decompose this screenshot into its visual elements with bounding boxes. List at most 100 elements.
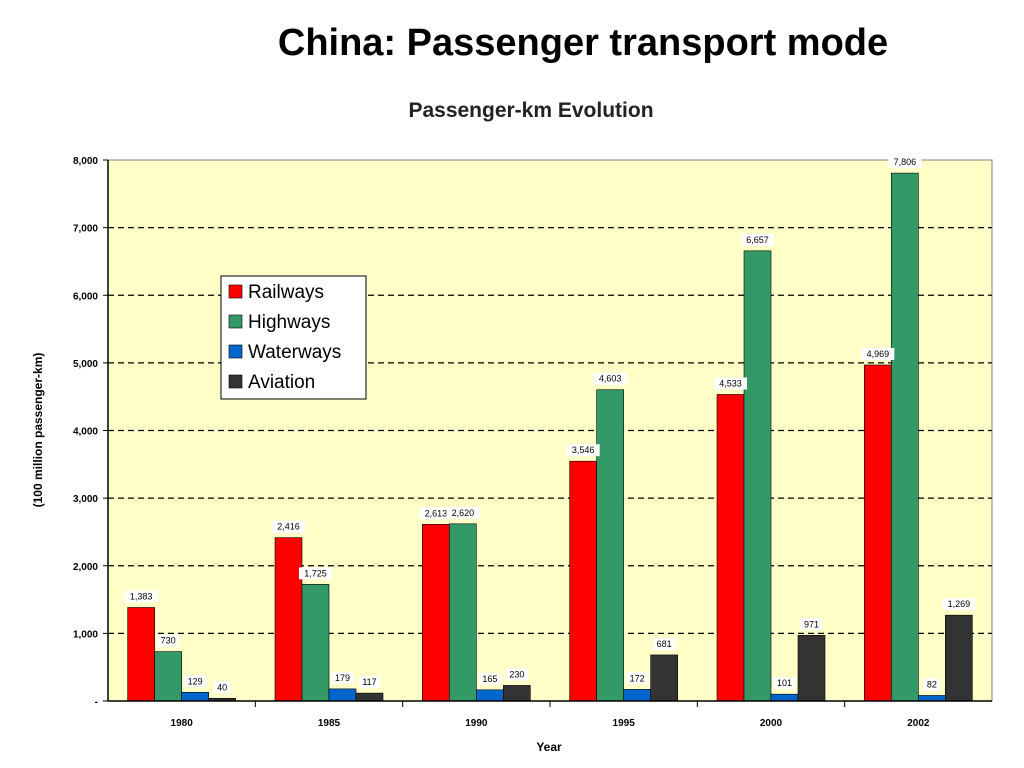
- data-label: 3,546: [572, 445, 595, 455]
- data-label-bg: [299, 567, 332, 580]
- data-label-bg: [626, 672, 649, 685]
- data-label-bg: [888, 156, 922, 169]
- data-label: 4,533: [719, 378, 742, 388]
- bar-aviation-1985: [355, 692, 384, 702]
- data-label-bg: [213, 681, 231, 694]
- data-label: 2,416: [277, 522, 300, 532]
- bar-aviation-1995: [650, 654, 678, 702]
- y-tick-label: 2,000: [73, 562, 98, 573]
- data-label-bg: [157, 634, 180, 647]
- bar-highways-2000: [743, 250, 772, 702]
- x-tick-label: 1985: [318, 718, 341, 729]
- data-label-bg: [272, 520, 305, 533]
- data-label: 7,806: [894, 157, 917, 167]
- data-label: 82: [927, 679, 937, 689]
- bar-waterways-1995: [623, 689, 651, 702]
- y-tick-label: 7,000: [73, 224, 98, 235]
- bars: [127, 172, 973, 702]
- x-axis-title: Year: [536, 740, 562, 754]
- data-labels: 1,383 730 129 40 2,416 1,725 179 117 2,613 2,620 1…: [124, 156, 976, 694]
- y-tick-label: 6,000: [73, 291, 98, 302]
- data-label-bg: [331, 671, 354, 684]
- data-label-bg: [184, 675, 207, 688]
- data-label-bg: [773, 677, 796, 690]
- bar-railways-1985: [274, 537, 303, 702]
- x-tick-label: 1980: [171, 718, 194, 729]
- bar-highways-1990: [449, 523, 477, 702]
- legend-swatch-aviation: [228, 374, 243, 389]
- chart-title: Passenger-km Evolution: [408, 99, 653, 122]
- axes: - 1,000 2,000 3,000 4,000 5,000 6,000 7,000 8,00…: [73, 156, 992, 729]
- bar-railways-1990: [422, 523, 450, 702]
- data-label: 117: [362, 677, 376, 687]
- data-label: 129: [188, 676, 203, 686]
- data-label: 1,269: [948, 599, 971, 609]
- bar-waterways-1980: [181, 691, 209, 702]
- data-label: 1,725: [304, 568, 327, 578]
- legend-box: [220, 275, 367, 400]
- data-label: 172: [630, 673, 645, 683]
- data-label: 40: [217, 682, 227, 692]
- data-label-bg: [446, 506, 480, 519]
- data-label: 6,657: [746, 235, 769, 245]
- bar-railways-2000: [716, 394, 745, 702]
- y-tick-label: 4,000: [73, 427, 98, 438]
- bar-waterways-2002: [918, 695, 946, 702]
- data-label: 230: [509, 669, 524, 679]
- bar-aviation-2000: [797, 635, 826, 702]
- legend-label-highways: Highways: [248, 312, 330, 333]
- legend-label-aviation: Aviation: [248, 372, 315, 393]
- bar-waterways-1990: [476, 689, 504, 702]
- data-label: 1,383: [130, 591, 153, 601]
- bar-waterways-2000: [770, 693, 799, 702]
- data-label: 165: [482, 674, 497, 684]
- data-label-bg: [566, 444, 600, 457]
- bar-highways-2002: [891, 172, 919, 702]
- gridlines: [108, 227, 992, 634]
- data-label: 2,620: [452, 508, 475, 518]
- y-tick-label: 3,000: [73, 494, 98, 505]
- data-label: 681: [657, 639, 672, 649]
- legend-label-railways: Railways: [248, 282, 324, 303]
- data-label-bg: [653, 637, 676, 650]
- data-label-bg: [800, 618, 823, 631]
- x-tick-label: 1995: [613, 718, 636, 729]
- y-axis-title: (100 million passenger-km): [31, 353, 45, 508]
- data-label: 4,603: [599, 374, 622, 384]
- data-label: 971: [804, 619, 819, 629]
- bar-railways-1995: [569, 460, 597, 702]
- data-label-bg: [419, 507, 453, 520]
- bar-highways-1980: [154, 651, 182, 702]
- data-label-bg: [861, 347, 895, 360]
- bar-highways-1985: [301, 584, 330, 702]
- data-label: 730: [161, 636, 176, 646]
- bar-highways-1995: [596, 389, 624, 702]
- x-tick-label: 2002: [907, 718, 930, 729]
- y-tick-label: 8,000: [73, 156, 98, 167]
- data-label-bg: [923, 678, 941, 691]
- data-label-bg: [358, 676, 381, 689]
- y-tick-label: -: [95, 697, 98, 708]
- legend-swatch-waterways: [228, 344, 243, 359]
- bar-railways-1980: [127, 607, 155, 702]
- bar-railways-2002: [864, 364, 892, 702]
- data-label: 2,613: [425, 508, 448, 518]
- legend: Railways Highways Waterways Aviation: [220, 275, 367, 400]
- data-label-bg: [478, 672, 501, 685]
- y-tick-label: 5,000: [73, 359, 98, 370]
- bar-aviation-2002: [945, 614, 973, 702]
- data-label: 179: [335, 673, 350, 683]
- data-label-bg: [741, 233, 774, 246]
- legend-label-waterways: Waterways: [248, 342, 341, 363]
- data-label-bg: [593, 372, 627, 385]
- data-label-bg: [942, 598, 976, 611]
- slide-title: China: Passenger transport mode: [277, 22, 889, 64]
- data-label: 101: [777, 678, 792, 688]
- bar-waterways-1985: [328, 688, 357, 702]
- data-label-bg: [714, 377, 747, 390]
- bar-aviation-1990: [503, 685, 531, 702]
- y-tick-label: 1,000: [73, 629, 98, 640]
- data-label-bg: [505, 668, 528, 681]
- x-tick-label: 2000: [760, 718, 783, 729]
